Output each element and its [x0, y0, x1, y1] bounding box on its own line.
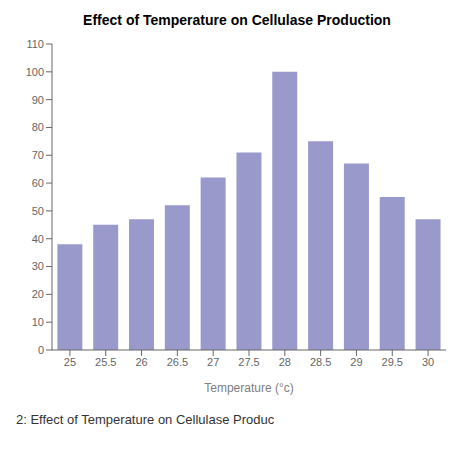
svg-text:10: 10	[32, 316, 44, 328]
svg-text:26: 26	[135, 356, 147, 368]
svg-text:25.5: 25.5	[95, 356, 116, 368]
svg-text:60: 60	[32, 177, 44, 189]
svg-text:26.5: 26.5	[167, 356, 188, 368]
svg-text:27.5: 27.5	[238, 356, 259, 368]
html-text:Effect of Temperature on Cellu: Effect of Temperature on Cellulase Produ…	[83, 12, 391, 28]
svg-text:27: 27	[207, 356, 219, 368]
svg-text:Temperature (°c): Temperature (°c)	[204, 381, 294, 395]
svg-text:28.5: 28.5	[310, 356, 331, 368]
svg-text:20: 20	[32, 288, 44, 300]
svg-text:28: 28	[279, 356, 291, 368]
svg-text:100: 100	[26, 66, 44, 78]
svg-text:80: 80	[32, 121, 44, 133]
svg-text:110: 110	[26, 38, 44, 50]
svg-text:70: 70	[32, 149, 44, 161]
svg-text:25: 25	[64, 356, 76, 368]
svg-text:50: 50	[32, 205, 44, 217]
html-text:2: Effect of Temperature on Ce: 2: Effect of Temperature on Cellulase Pr…	[16, 412, 275, 427]
svg-text:0: 0	[38, 344, 44, 356]
svg-text:29.5: 29.5	[382, 356, 403, 368]
svg-text:29: 29	[350, 356, 362, 368]
svg-text:30: 30	[422, 356, 434, 368]
svg-text:40: 40	[32, 233, 44, 245]
svg-text:90: 90	[32, 94, 44, 106]
svg-text:30: 30	[32, 260, 44, 272]
